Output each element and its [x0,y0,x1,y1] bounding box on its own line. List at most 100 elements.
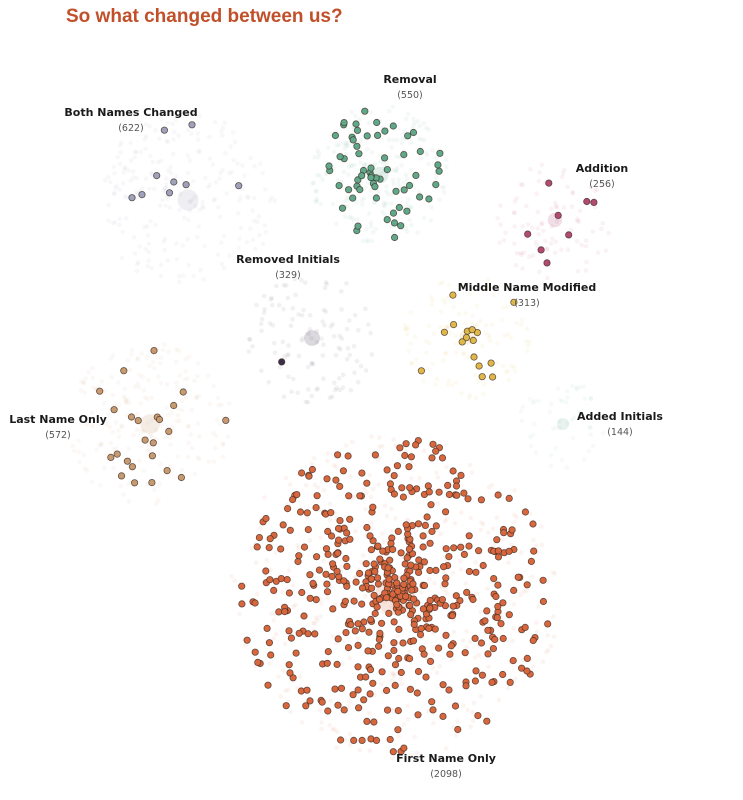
highlighted-point[interactable] [251,648,259,656]
highlighted-point[interactable] [381,127,389,135]
highlighted-point[interactable] [324,707,332,715]
highlighted-point[interactable] [439,712,447,721]
highlighted-point[interactable] [471,677,479,685]
highlighted-point[interactable] [457,543,465,551]
highlighted-point[interactable] [397,549,405,557]
highlighted-point[interactable] [407,453,415,461]
highlighted-point[interactable] [403,554,411,562]
highlighted-point[interactable] [415,193,424,201]
highlighted-point[interactable] [395,654,403,663]
highlighted-point[interactable] [303,509,311,517]
highlighted-point[interactable] [477,496,485,504]
highlighted-point[interactable] [323,580,331,588]
highlighted-point[interactable] [472,667,480,675]
highlighted-point[interactable] [425,488,433,496]
highlighted-point[interactable] [373,603,381,611]
highlighted-point[interactable] [484,626,492,634]
highlighted-point[interactable] [521,508,530,516]
highlighted-point[interactable] [358,736,366,745]
highlighted-point[interactable] [432,181,440,189]
highlighted-point[interactable] [263,624,271,633]
highlighted-point[interactable] [508,526,516,534]
highlighted-point[interactable] [303,686,311,694]
highlighted-point[interactable] [331,685,339,693]
highlighted-point[interactable] [315,566,323,574]
highlighted-point[interactable] [364,647,372,655]
highlighted-point[interactable] [474,711,482,720]
highlighted-point[interactable] [374,642,383,650]
highlighted-point[interactable] [358,469,366,477]
highlighted-point[interactable] [539,597,548,606]
highlighted-point[interactable] [331,131,339,140]
highlighted-point[interactable] [328,560,337,568]
highlighted-point[interactable] [383,166,391,174]
highlighted-point[interactable] [366,532,374,540]
highlighted-point[interactable] [376,629,384,638]
highlighted-point[interactable] [390,490,398,498]
highlighted-point[interactable] [295,552,303,560]
highlighted-point[interactable] [334,701,342,709]
highlighted-point[interactable] [469,595,477,604]
highlighted-point[interactable] [400,580,408,589]
highlighted-point[interactable] [460,550,468,559]
highlighted-point[interactable] [470,353,478,361]
highlighted-point[interactable] [387,539,395,548]
highlighted-point[interactable] [400,186,408,194]
highlighted-point[interactable] [343,529,351,537]
highlighted-point[interactable] [389,748,397,756]
highlighted-point[interactable] [336,153,344,161]
highlighted-point[interactable] [369,679,377,687]
highlighted-point[interactable] [427,501,435,509]
highlighted-point[interactable] [306,594,314,602]
highlighted-point[interactable] [474,547,483,555]
highlighted-point[interactable] [488,373,497,381]
highlighted-point[interactable] [426,604,434,612]
highlighted-point[interactable] [179,388,187,396]
highlighted-point[interactable] [407,610,415,619]
highlighted-point[interactable] [334,549,342,557]
highlighted-point[interactable] [422,673,430,681]
highlighted-point[interactable] [302,702,310,710]
highlighted-point[interactable] [488,678,496,687]
highlighted-point[interactable] [305,472,313,480]
highlighted-point[interactable] [492,592,500,601]
highlighted-point[interactable] [471,634,479,643]
highlighted-point[interactable] [372,736,381,745]
highlighted-point[interactable] [358,625,366,633]
highlighted-point[interactable] [170,401,178,410]
highlighted-point[interactable] [439,563,448,571]
highlighted-point[interactable] [367,615,375,624]
highlighted-point[interactable] [117,472,126,480]
highlighted-point[interactable] [414,667,423,676]
highlighted-point[interactable] [442,631,450,639]
highlighted-point[interactable] [373,574,382,582]
highlighted-point[interactable] [510,586,518,595]
highlighted-point[interactable] [323,588,332,596]
highlighted-point[interactable] [468,326,476,334]
highlighted-point[interactable] [325,162,333,170]
highlighted-point[interactable] [304,630,312,638]
highlighted-point[interactable] [278,358,286,366]
highlighted-point[interactable] [386,556,394,564]
highlighted-point[interactable] [402,592,410,601]
highlighted-point[interactable] [334,536,343,544]
highlighted-point[interactable] [521,623,529,632]
highlighted-point[interactable] [429,706,437,714]
highlighted-point[interactable] [355,569,364,578]
highlighted-point[interactable] [543,259,551,267]
highlighted-point[interactable] [336,516,344,525]
highlighted-point[interactable] [445,490,453,499]
highlighted-point[interactable] [287,634,295,642]
highlighted-point[interactable] [414,568,423,577]
highlighted-point[interactable] [288,495,297,504]
highlighted-point[interactable] [405,463,413,471]
highlighted-point[interactable] [432,522,440,530]
highlighted-point[interactable] [524,230,532,238]
highlighted-point[interactable] [391,661,400,669]
highlighted-point[interactable] [373,118,381,127]
highlighted-point[interactable] [458,338,466,346]
highlighted-point[interactable] [367,174,375,182]
highlighted-point[interactable] [345,492,353,500]
highlighted-point[interactable] [384,652,392,660]
highlighted-point[interactable] [262,567,270,575]
